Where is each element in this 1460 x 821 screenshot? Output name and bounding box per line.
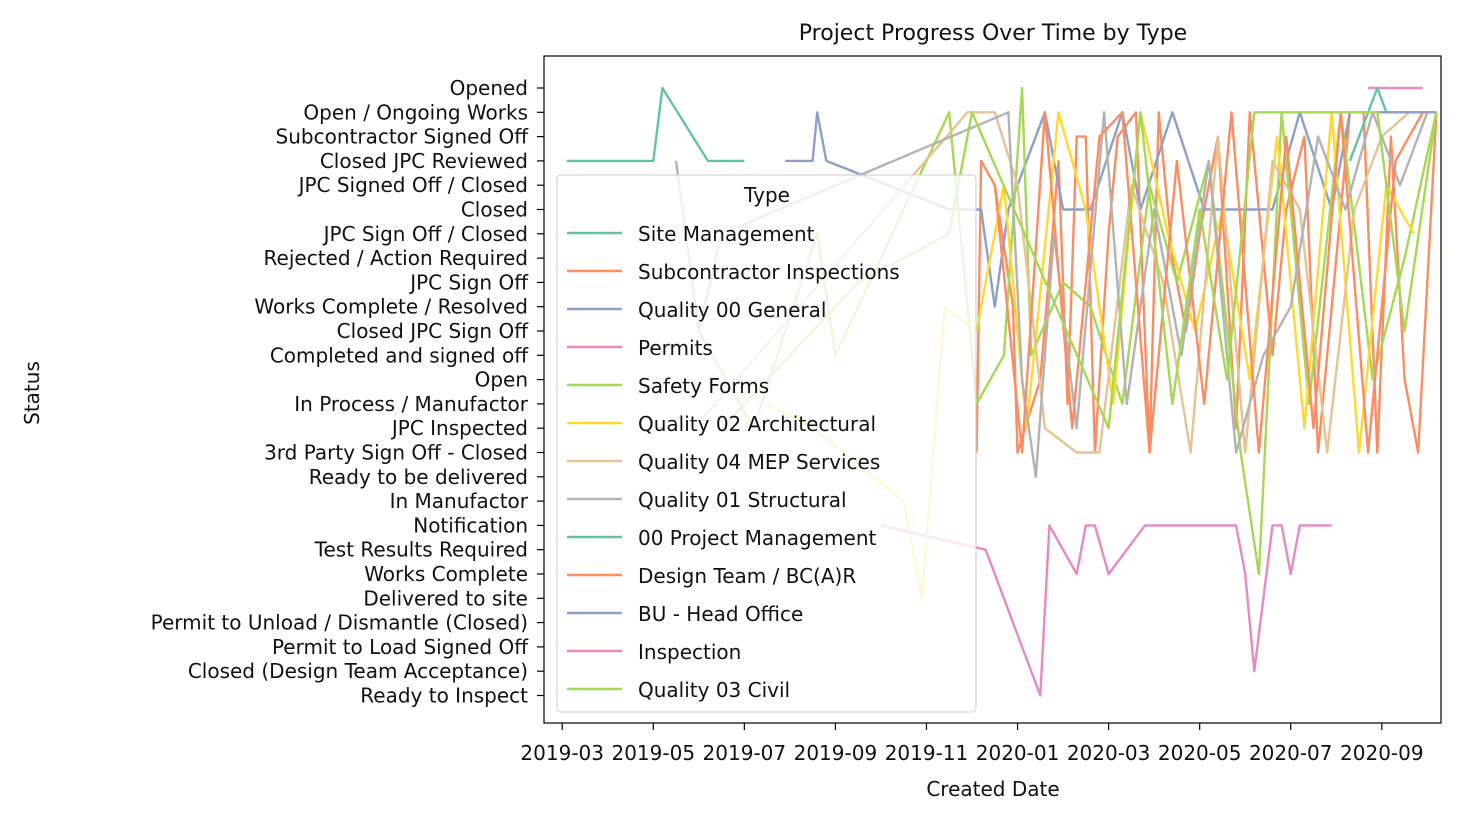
- y-tick-label: Works Complete: [364, 562, 528, 586]
- legend-entry-label: Subcontractor Inspections: [638, 260, 900, 284]
- chart-title: Project Progress Over Time by Type: [799, 21, 1187, 46]
- y-tick-label: Permit to Load Signed Off: [272, 635, 529, 659]
- legend-entry-label: Quality 00 General: [638, 298, 826, 322]
- legend: Type Site Management Subcontractor Inspec…: [556, 174, 977, 713]
- y-tick-label: JPC Signed Off / Closed: [297, 173, 528, 197]
- x-axis-label: Created Date: [926, 777, 1059, 801]
- series-line: [880, 524, 1332, 697]
- y-tick-label: Closed: [461, 198, 528, 222]
- x-tick-label: 2020-07: [1249, 741, 1333, 765]
- y-tick-label: JPC Sign Off / Closed: [322, 222, 528, 246]
- legend-entry-label: BU - Head Office: [638, 602, 803, 626]
- y-tick-label: Rejected / Action Required: [264, 246, 528, 270]
- y-tick-label: Ready to Inspect: [360, 684, 528, 708]
- series-line: [566, 86, 745, 163]
- y-tick-label: Closed JPC Reviewed: [320, 149, 528, 173]
- y-tick-label: Closed JPC Sign Off: [337, 319, 530, 343]
- x-tick-label: 2019-11: [885, 741, 969, 765]
- y-tick-label: Works Complete / Resolved: [254, 295, 528, 319]
- series-line: [674, 111, 1429, 478]
- x-tick-label: 2020-03: [1067, 741, 1151, 765]
- legend-entry-label: Quality 03 Civil: [638, 678, 790, 702]
- legend-frame: [556, 174, 977, 713]
- x-tick-label: 2019-05: [611, 741, 695, 765]
- legend-entry-label: Inspection: [638, 640, 741, 664]
- x-tick-label: 2020-09: [1340, 741, 1424, 765]
- y-axis-label: Status: [20, 361, 44, 425]
- legend-title: Type: [743, 183, 790, 207]
- y-tick-label: Test Results Required: [314, 538, 528, 562]
- y-tick-label: 3rd Party Sign Off - Closed: [264, 441, 528, 465]
- legend-entry-label: Permits: [638, 336, 713, 360]
- y-tick-label: Opened: [450, 76, 528, 100]
- x-tick-label: 2019-07: [703, 741, 787, 765]
- legend-entry-label: Site Management: [638, 222, 815, 246]
- y-tick-label: Open / Ongoing Works: [303, 100, 528, 124]
- legend-entry-label: Quality 04 MEP Services: [638, 450, 880, 474]
- series-line: [693, 111, 1437, 454]
- x-tick-label: 2020-01: [976, 741, 1060, 765]
- y-tick-label: Ready to be delivered: [309, 465, 528, 489]
- y-tick-label: Closed (Design Team Acceptance): [188, 659, 528, 683]
- series-line: [720, 111, 1438, 430]
- x-axis: 2019-03 2019-05 2019-07 2019-09 2019-11 2020-…: [520, 723, 1424, 765]
- y-tick-label: Open: [475, 368, 528, 392]
- legend-entry-label: 00 Project Management: [638, 526, 876, 550]
- y-tick-label: In Manufactor: [390, 489, 529, 513]
- y-tick-label: Notification: [413, 513, 528, 537]
- plot-frame: [543, 55, 1442, 724]
- legend-entry-label: Quality 01 Structural: [638, 488, 847, 512]
- y-tick-label: Completed and signed off: [270, 343, 529, 367]
- y-tick-label: JPC Sign Off: [408, 270, 529, 294]
- y-tick-label: Permit to Unload / Dismantle (Closed): [151, 611, 528, 635]
- legend-entries: Site Management Subcontractor Inspections…: [567, 222, 900, 702]
- legend-entry-label: Design Team / BC(A)R: [638, 564, 856, 588]
- x-tick-label: 2020-05: [1158, 741, 1242, 765]
- x-tick-label: 2019-03: [520, 741, 604, 765]
- legend-entry-label: Safety Forms: [638, 374, 769, 398]
- y-tick-label: Subcontractor Signed Off: [276, 125, 530, 149]
- y-tick-label: JPC Inspected: [390, 416, 528, 440]
- y-tick-label: In Process / Manufactor: [294, 392, 528, 416]
- x-tick-label: 2019-09: [794, 741, 878, 765]
- series-line: [1348, 86, 1388, 162]
- y-tick-label: Delivered to site: [363, 586, 528, 610]
- legend-entry-label: Quality 02 Architectural: [638, 412, 876, 436]
